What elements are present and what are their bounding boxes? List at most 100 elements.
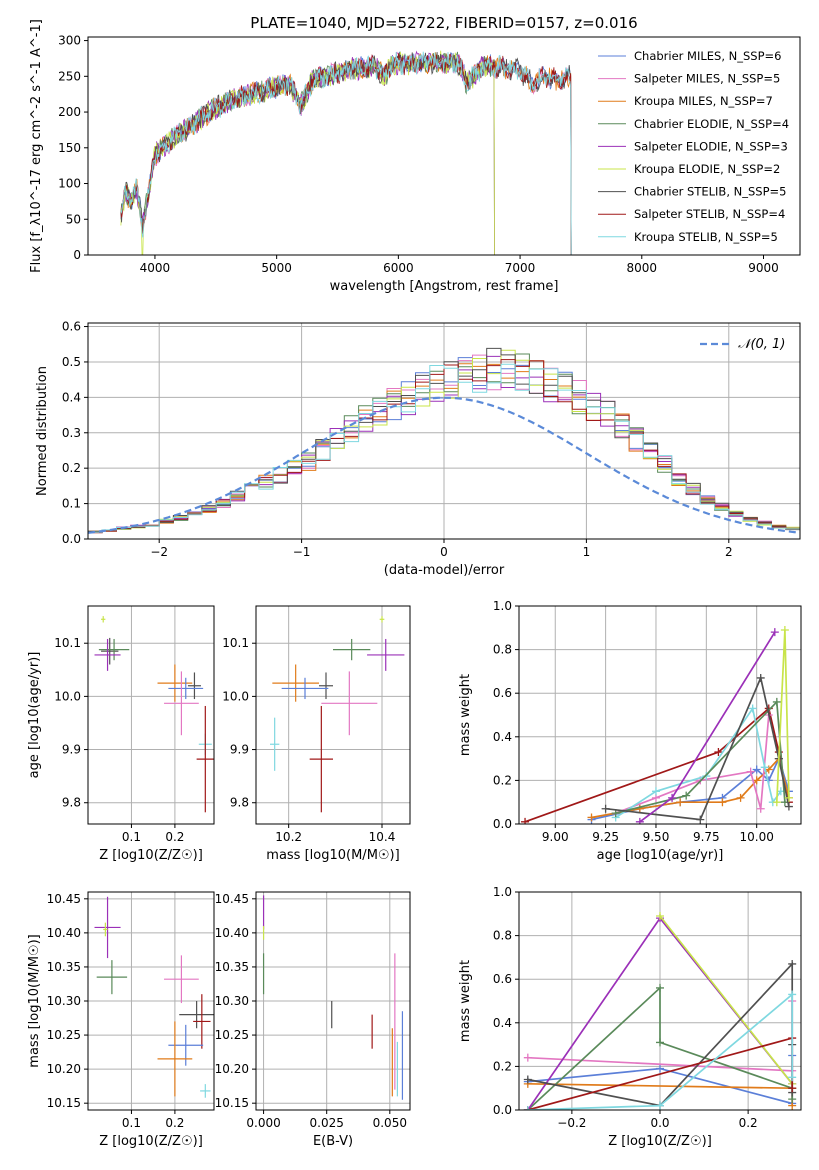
axes-mass-vs-Z: 0.1 0.2 10.15 10.20 10.25 10.30 10.35 10.40 10.4… [27,892,214,1149]
y-tick-label: 0.0 [493,817,512,831]
x-axis-label: Z [log10(Z/Z☉)] [608,1134,712,1149]
weight-line-0 [524,706,790,823]
weight-marker [788,959,797,968]
y-tick-label: 9.9 [230,743,249,757]
y-tick-label: 10.40 [47,926,81,940]
errorbar-point [168,677,204,700]
weight-marker [651,787,660,796]
x-axis-label: mass [log10(M/M☉)] [266,848,399,863]
y-axis-label: mass weight [458,674,473,756]
y-tick-label: 0.2 [493,773,512,787]
weight-marker [523,1106,532,1110]
plot-frame [87,605,215,825]
errorbar-point [281,677,329,700]
y-tick-label: 10.45 [47,892,81,906]
x-tick-label: 0.000 [246,1116,280,1130]
y-tick-label: 9.8 [230,796,249,810]
x-tick-label: 0.2 [739,1116,758,1130]
y-tick-label: 0.6 [62,320,81,334]
plot-frame [518,605,802,825]
y-tick-label: 9.8 [62,796,81,810]
y-tick-label: 100 [58,177,81,191]
y-tick-label: 10.20 [47,1062,81,1076]
y-tick-label: 0.4 [62,390,81,404]
y-tick-label: 200 [58,105,81,119]
y-tick-label: 10.0 [222,689,249,703]
errorbar-point [309,705,333,813]
y-axis-label: mass [log10(M/M☉)] [27,934,42,1067]
weight-marker [752,765,761,774]
errorbar-point [270,717,280,771]
weight-line-5 [615,699,786,814]
y-tick-label: 10.20 [215,1062,249,1076]
plot-area-spectrum [120,50,572,255]
y-tick-label: 300 [58,34,81,48]
y-tick-label: 10.25 [47,1028,81,1042]
x-tick-label: −1 [293,545,311,559]
weight-marker [635,804,644,813]
x-tick-label: 0.0 [650,1116,669,1130]
errorbar-point [200,1084,211,1098]
x-tick-label: 8000 [627,261,658,275]
axes-age-vs-mass: 10.2 10.4 9.8 9.9 10.0 10.1 mass [log10(M/M☉)] [222,606,410,863]
weight-marker [752,776,761,785]
x-tick-label: 10.00 [740,830,774,844]
histogram-step-8 [88,363,800,533]
x-tick-label: 5000 [261,261,292,275]
y-axis-label: Normed distribution [35,366,50,496]
weight-marker [635,817,644,824]
weight-marker [788,1073,797,1082]
x-tick-label: 0 [440,545,448,559]
errorbar-point [164,671,199,736]
y-tick-label: 10.15 [215,1096,249,1110]
legend-label: Chabrier MILES, N_SSP=6 [634,49,781,63]
weight-marker [784,802,793,811]
y-tick-label: 0.0 [493,1103,512,1117]
errorbar-point [101,637,119,665]
plot-frame [87,891,215,1111]
x-tick-label: 9.50 [643,830,670,844]
x-axis-label: age [log10(age/yr)] [597,848,724,863]
weight-marker [748,704,757,713]
spectrum-line-7 [120,53,572,255]
weight-marker [656,911,664,920]
y-tick-label: 0.4 [493,730,512,744]
errorbar-point [321,671,378,736]
legend-label: Salpeter ELODIE, N_SSP=3 [634,139,788,153]
y-tick-label: 10.45 [215,892,249,906]
normal-curve [88,396,800,534]
x-tick-label: 0.025 [310,1116,344,1130]
weight-marker [587,813,596,822]
weight-marker [718,798,727,807]
x-tick-label: 4000 [140,261,171,275]
legend: Chabrier MILES, N_SSP=6 Salpeter MILES, N… [598,49,789,244]
errorbar-point [164,955,199,1004]
x-tick-label: 0.2 [165,1116,184,1130]
weight-marker [714,748,723,757]
y-tick-label: 10.25 [215,1028,249,1042]
y-axis-label: mass weight [458,960,473,1042]
y-tick-label: 10.30 [215,994,249,1008]
x-tick-label: 1 [583,545,591,559]
errorbar-point [379,616,385,623]
errorbar-point [157,1021,193,1097]
errorbar-point [96,960,128,995]
weight-marker [676,798,685,807]
y-tick-label: 150 [58,141,81,155]
y-tick-label: 0.2 [493,1059,512,1073]
y-axis-label: Flux [f_λ10^-17 erg cm^-2 s^-1 A^-1] [29,19,44,273]
x-tick-label: −2 [150,545,168,559]
plot-area-age-vs-mass [270,616,405,813]
x-tick-label: 9.75 [693,830,720,844]
weight-marker [656,983,664,992]
x-axis-label: Z [log10(Z/Z☉)] [99,848,203,863]
x-tick-label: 10.2 [275,830,302,844]
y-axis-label: age [log10(age/yr)] [27,652,42,779]
x-axis-label: wavelength [Angstrom, rest frame] [330,279,559,294]
plot-frame [518,891,802,1111]
spectrum-line-1 [120,51,572,255]
y-tick-label: 10.1 [54,636,81,650]
x-axis-label: (data-model)/error [384,563,505,578]
histogram-step-7 [88,359,800,534]
